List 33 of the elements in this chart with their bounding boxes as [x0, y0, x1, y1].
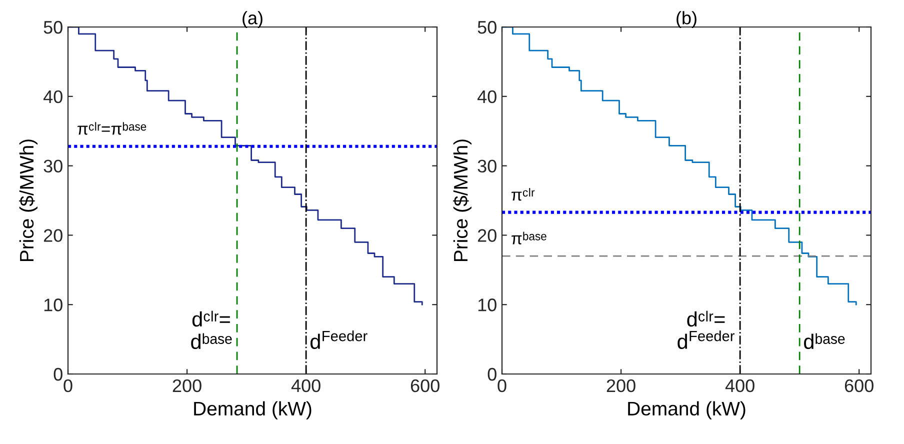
x-tick-label: 200	[172, 379, 202, 392]
ref-line-label: πᶜˡʳ	[512, 188, 535, 201]
ref-line-label: dᵇᵃˢᵉ	[804, 333, 845, 350]
ref-line-label: dᶜˡʳ= d$^{Feeder}$	[678, 310, 735, 349]
y-tick-label: 30	[44, 160, 62, 173]
chart-title: (b)	[676, 11, 696, 28]
x-tick-label: 600	[844, 379, 874, 392]
y-tick-label: 50	[44, 20, 62, 34]
x-tick-label: 400	[291, 379, 320, 392]
x-tick-label: 0	[64, 379, 72, 392]
ref-line-label: dᶜˡʳ= dᵇᵃˢᵉ	[191, 310, 232, 350]
y-axis-title: Price ($/MWh)	[19, 140, 38, 262]
y-tick-label: 0	[54, 368, 62, 381]
y-tick-label: 20	[478, 229, 496, 242]
y-tick-label: 40	[477, 90, 496, 104]
x-axis-title: Demand (kW)	[628, 401, 746, 420]
y-tick-label: 50	[478, 20, 496, 34]
ref-line-label: d$^{Feeder}$	[310, 330, 368, 349]
x-tick-label: 600	[410, 379, 440, 392]
x-tick-label: 200	[606, 379, 636, 392]
y-tick-label: 10	[44, 298, 62, 312]
y-tick-label: 40	[43, 90, 62, 104]
x-axis-title: Demand (kW)	[194, 401, 312, 420]
y-tick-label: 20	[44, 229, 62, 242]
y-tick-label: 10	[478, 298, 496, 312]
chart-title: (a)	[242, 11, 262, 28]
ref-line-label: πᶜˡʳ=πᵇᵃˢᵉ	[78, 122, 146, 135]
x-tick-label: 0	[498, 379, 506, 392]
x-tick-label: 400	[725, 379, 754, 392]
y-axis-title: Price ($/MWh)	[453, 140, 472, 262]
y-tick-label: 30	[478, 160, 496, 173]
y-tick-label: 0	[488, 368, 496, 381]
ref-line-label: πᵇᵃˢᵉ	[512, 232, 546, 244]
